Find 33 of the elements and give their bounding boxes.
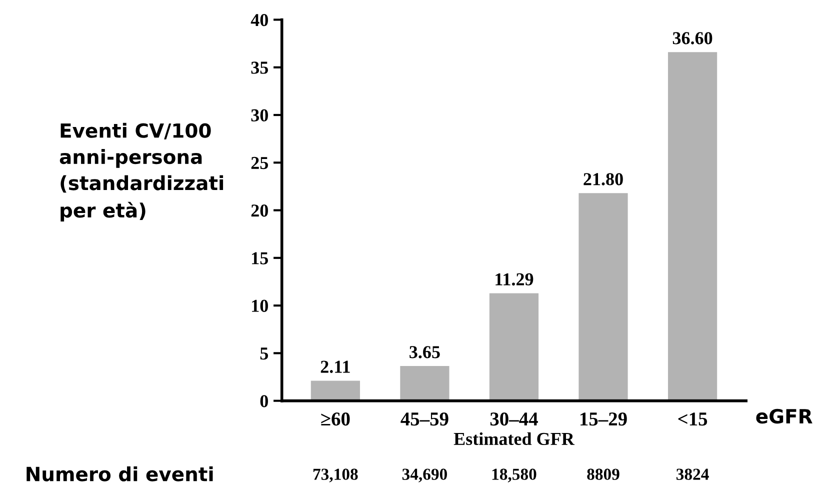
y-axis-title: Eventi CV/100 anni-persona (standardizzati per età) <box>60 122 224 222</box>
y-tick-label: 30 <box>251 109 268 122</box>
y-tick-label: 5 <box>260 348 268 360</box>
text: 34,690 <box>402 468 447 482</box>
bar <box>400 366 450 401</box>
y-tick-label: 15 <box>252 252 268 264</box>
text: Numero di eventi <box>26 466 213 482</box>
x-axis-title: Estimated GFR <box>454 432 575 446</box>
text: 3824 <box>676 468 709 480</box>
bar <box>578 193 628 401</box>
bar <box>310 380 360 401</box>
text: 18,580 <box>492 468 536 482</box>
text: eGFR <box>756 408 812 424</box>
data-label: 3.65 <box>410 346 440 358</box>
text: 73,108 <box>313 468 358 482</box>
data-label: 11.29 <box>496 273 534 286</box>
y-tick-label: 25 <box>251 156 268 170</box>
y-tick-label: 20 <box>251 204 268 217</box>
x-tick-label: <15 <box>678 412 708 426</box>
bar <box>489 293 539 401</box>
x-tick-label: ≥60 <box>321 412 350 426</box>
y-tick-label: 35 <box>251 62 268 74</box>
data-label: 21.80 <box>584 173 623 186</box>
bar <box>668 52 718 401</box>
y-tick-label: 0 <box>260 395 268 408</box>
y-tick-label: 40 <box>250 14 268 26</box>
x-tick-label: 15–29 <box>580 412 627 426</box>
y-tick-label: 10 <box>252 300 268 312</box>
x-tick-label: 30–44 <box>490 412 538 426</box>
text: 8809 <box>587 468 620 480</box>
x-tick-label: 45–59 <box>400 412 448 426</box>
data-label: 2.11 <box>320 360 350 373</box>
data-label: 36.60 <box>672 32 712 44</box>
